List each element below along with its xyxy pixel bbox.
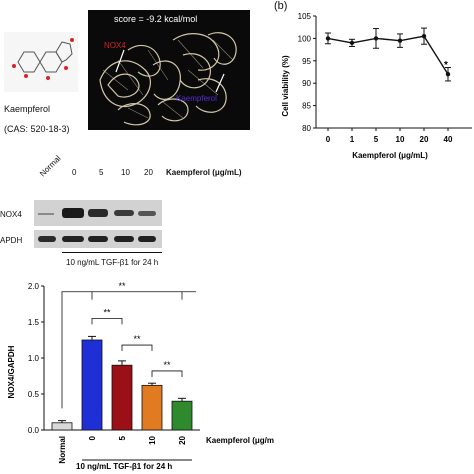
molecule-cas: (CAS: 520-18-3): [4, 124, 70, 134]
lane-conc-0: 0: [72, 168, 77, 177]
bar-xlabel: Kaempferol (μg/mL): [206, 436, 274, 445]
viability-xtick-label: 5: [374, 135, 379, 144]
blot-strip-nox4: [34, 200, 162, 226]
bar: [141, 384, 163, 431]
bar-treatment-label: 10 ng/mL TGF-β1 for 24 h: [76, 462, 172, 471]
viability-chart: Cell viability (%) Kaempferol (μg/mL) 80…: [281, 12, 472, 160]
blot-strip-gapdh: [34, 230, 162, 248]
bar-category-label: 10: [148, 435, 157, 444]
bar: [171, 400, 193, 431]
bar-ytick-label: 0.5: [28, 390, 40, 399]
docking-image: score = -9.2 kcal/mol NOX4 Kaempferol: [88, 10, 250, 130]
bar: [111, 364, 133, 431]
bar-category-label: 20: [178, 435, 187, 444]
panel-b-label: (b): [274, 0, 288, 12]
viability-point: [349, 40, 355, 46]
molecule-name: Kaempferol: [4, 104, 51, 114]
bar-category-label: Normal: [58, 436, 67, 464]
significance-bracket: [121, 344, 153, 352]
significance-label-main: **: [118, 281, 126, 291]
viability-ytick-label: 100: [298, 34, 312, 43]
viability-ytick-label: 95: [302, 57, 311, 66]
viability-point: [397, 38, 403, 43]
western-blot: Normal 0 5 10 20 Kaempferol (μg/mL) NOX4…: [0, 154, 274, 252]
molecule-structure: [4, 32, 78, 92]
significance-bracket: [151, 370, 183, 377]
lane-normal: Normal: [38, 153, 63, 179]
viability-xtick-label: 10: [396, 135, 405, 144]
bar-ytick-label: 1.5: [28, 318, 40, 327]
viability-point: [325, 36, 331, 41]
significance-bracket-main: [61, 291, 196, 409]
significance-label: **: [133, 334, 141, 344]
viability-series-line: [327, 35, 449, 75]
viability-xtick-label: 20: [420, 135, 429, 144]
bar-category-label: 5: [118, 435, 127, 440]
viability-ytick-label: 80: [302, 124, 311, 133]
significance-label: **: [163, 360, 171, 370]
viability-point: [373, 36, 379, 41]
viability-point: [445, 72, 451, 77]
lane-conc-5: 5: [99, 168, 104, 177]
viability-ytick-label: 90: [302, 79, 311, 88]
nox4-bar-chart: NOX4/GAPDH Kaempferol (μg/mL) 10 ng/mL T…: [7, 281, 274, 471]
viability-xtick-label: 0: [326, 135, 331, 144]
viability-xlabel: Kaempferol (μg/mL): [352, 151, 428, 160]
viability-xtick-label: 40: [444, 135, 453, 144]
bar: [51, 422, 73, 431]
nox4-label: NOX4: [104, 41, 126, 50]
bar-ytick-label: 1.0: [28, 354, 40, 363]
viability-ytick-label: 105: [298, 12, 312, 21]
lane-conc-20: 20: [144, 168, 153, 177]
docking-score: score = -9.2 kcal/mol: [114, 14, 198, 24]
lane-conc-10: 10: [121, 168, 130, 177]
bar: [81, 339, 103, 431]
band-label-nox4: NOX4: [0, 210, 22, 219]
band-label-apdh: APDH: [0, 236, 23, 245]
viability-significance: *: [444, 60, 448, 71]
ligand-label: Kaempferol: [176, 94, 217, 103]
treatment-bracket-western: [62, 252, 162, 253]
conc-header: Kaempferol (μg/mL): [166, 168, 242, 177]
treatment-label-western: 10 ng/mL TGF-β1 for 24 h: [66, 258, 159, 267]
significance-bracket: [91, 318, 123, 325]
viability-xtick-label: 1: [350, 135, 355, 144]
protein-render: [99, 32, 237, 126]
bar-ylabel: NOX4/GAPDH: [7, 345, 16, 398]
bar-ytick-label: 2.0: [28, 282, 40, 291]
viability-point: [421, 33, 427, 39]
viability-ytick-label: 85: [302, 102, 311, 111]
bar-category-label: 0: [88, 435, 97, 440]
bar-ytick-label: 0.0: [28, 426, 40, 435]
significance-label: **: [103, 307, 111, 317]
viability-ylabel: Cell viability (%): [281, 55, 290, 117]
